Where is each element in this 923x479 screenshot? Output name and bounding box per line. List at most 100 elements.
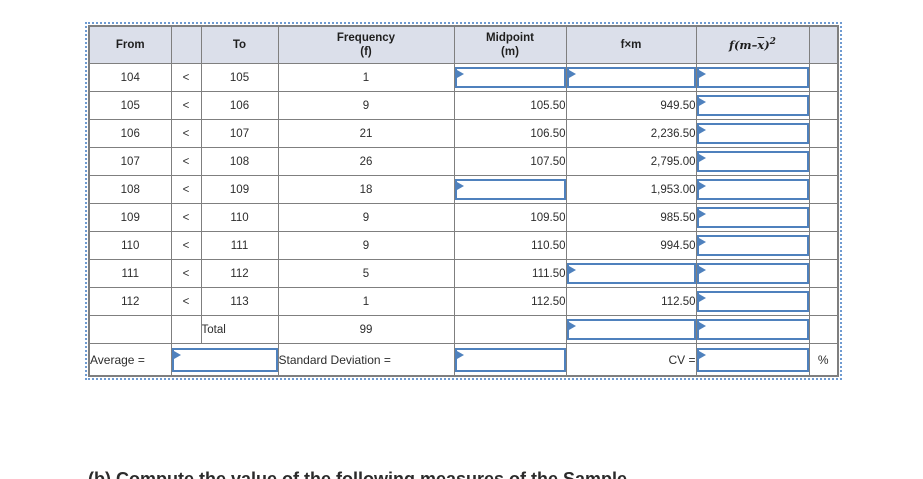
table-row: 106 < 107 21 106.50 2,236.50 [88, 119, 839, 148]
fmx-answer-input[interactable] [697, 95, 808, 116]
flag-icon [698, 322, 706, 330]
pct-cell [808, 231, 839, 260]
to-cell: 110 [200, 203, 279, 232]
pct-cell [808, 175, 839, 204]
flag-icon [456, 182, 464, 190]
midpoint-cell: 106.50 [453, 119, 567, 148]
flag-icon [456, 70, 464, 78]
fmx-cell [695, 63, 810, 92]
to-cell: 112 [200, 259, 279, 288]
average-cell [170, 343, 279, 377]
cv-cell [695, 343, 810, 377]
from-cell [88, 315, 172, 344]
flag-icon [698, 154, 706, 162]
pct-cell [808, 119, 839, 148]
pct-cell [808, 259, 839, 288]
from-cell: 107 [88, 147, 172, 176]
frequency-cell: 26 [277, 147, 455, 176]
pct-cell [808, 91, 839, 120]
pct-cell [808, 203, 839, 232]
fmx-answer-input[interactable] [697, 235, 808, 256]
from-cell: 106 [88, 119, 172, 148]
op-cell: < [170, 175, 202, 204]
op-cell: < [170, 147, 202, 176]
to-cell: 109 [200, 175, 279, 204]
pct-cell [808, 287, 839, 316]
fmx-answer-input[interactable] [697, 123, 808, 144]
flag-icon [698, 350, 706, 359]
to-cell: 106 [200, 91, 279, 120]
fmx-answer-input[interactable] [697, 291, 808, 312]
table-row: 109 < 110 9 109.50 985.50 [88, 203, 839, 232]
pct-cell [808, 147, 839, 176]
header-midpoint: Midpoint (m) [453, 25, 567, 64]
flag-icon [698, 70, 706, 78]
fmx-cell [695, 91, 810, 120]
fmx-cell [695, 147, 810, 176]
op-cell: < [170, 63, 202, 92]
flag-icon [698, 126, 706, 134]
flag-icon [568, 70, 576, 78]
fxm-answer-input[interactable] [567, 263, 695, 284]
midpoint-answer-input[interactable] [455, 67, 565, 88]
midpoint-cell [453, 63, 567, 92]
header-frequency-line1: Frequency [336, 31, 396, 44]
fxm-cell: 994.50 [565, 231, 697, 260]
op-cell: < [170, 231, 202, 260]
header-fxm: f×m [565, 25, 697, 64]
flag-icon [456, 350, 464, 359]
fxm-answer-input[interactable] [567, 67, 695, 88]
fxm-total-answer-input[interactable] [567, 319, 695, 340]
fxm-cell: 2,236.50 [565, 119, 697, 148]
to-cell: 108 [200, 147, 279, 176]
frequency-cell: 18 [277, 175, 455, 204]
fmx-answer-input[interactable] [697, 67, 808, 88]
frequency-cell: 9 [277, 91, 455, 120]
fmx-answer-input[interactable] [697, 179, 808, 200]
total-row: Total 99 [88, 315, 839, 344]
header-percent-col [808, 25, 839, 64]
flag-icon [568, 322, 576, 330]
header-frequency-line2: (f) [360, 46, 372, 58]
header-from: From [88, 25, 172, 64]
header-midpoint-line1: Midpoint [486, 31, 534, 44]
fxm-cell: 2,795.00 [565, 147, 697, 176]
op-cell: < [170, 287, 202, 316]
fmx-cell [695, 175, 810, 204]
table-row: 112 < 113 1 112.50 112.50 [88, 287, 839, 316]
midpoint-cell: 110.50 [453, 231, 567, 260]
table-row: 110 < 111 9 110.50 994.50 [88, 231, 839, 260]
pct-cell [808, 63, 839, 92]
midpoint-cell: 112.50 [453, 287, 567, 316]
midpoint-answer-input[interactable] [455, 179, 565, 200]
frequency-distribution-table: From To Frequency (f) Midpoint (m) f×m f(m… [88, 25, 839, 377]
frequency-cell: 9 [277, 203, 455, 232]
header-frequency: Frequency (f) [277, 25, 455, 64]
header-midpoint-line2: (m) [501, 46, 519, 58]
std-deviation-answer-input[interactable] [455, 347, 565, 372]
fmx-answer-input[interactable] [697, 151, 808, 172]
summary-row: Average = Standard Deviation = CV = % [88, 343, 839, 377]
fxm-cell [565, 63, 697, 92]
fmx-answer-input[interactable] [697, 207, 808, 228]
flag-icon [698, 98, 706, 106]
total-frequency: 99 [277, 315, 455, 344]
fmx-cell [695, 259, 810, 288]
flag-icon [698, 210, 706, 218]
fxm-cell [565, 259, 697, 288]
flag-icon [698, 294, 706, 302]
std-deviation-label: Standard Deviation = [277, 343, 455, 377]
fmx-answer-input[interactable] [697, 263, 808, 284]
midpoint-cell: 109.50 [453, 203, 567, 232]
average-answer-input[interactable] [172, 347, 277, 372]
percent-sign: % [808, 343, 839, 377]
cv-answer-input[interactable] [697, 347, 808, 372]
frequency-cell: 1 [277, 63, 455, 92]
fmx-total-answer-input[interactable] [697, 319, 808, 340]
average-label: Average = [88, 343, 172, 377]
frequency-table-container: From To Frequency (f) Midpoint (m) f×m f(m… [85, 22, 842, 380]
fmx-cell [695, 203, 810, 232]
flag-icon [698, 182, 706, 190]
flag-icon [698, 238, 706, 246]
frequency-cell: 21 [277, 119, 455, 148]
